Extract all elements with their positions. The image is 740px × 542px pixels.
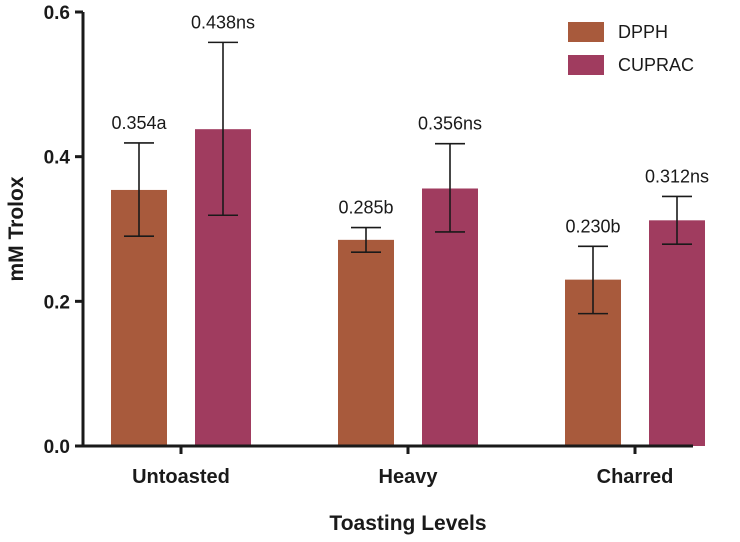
y-tick-label: 0.0 <box>44 437 70 458</box>
y-tick-label: 0.2 <box>44 292 70 313</box>
bar-dpph <box>338 239 394 446</box>
data-labels-layer: 0.354a 0.438ns 0.285b 0.356ns 0.230b 0.312ns <box>111 12 709 236</box>
error-bars-layer <box>124 41 692 315</box>
x-category-label: Charred <box>597 466 674 488</box>
y-tick-label: 0.4 <box>44 148 71 169</box>
data-label: 0.438ns <box>191 12 255 32</box>
y-ticks-layer: 0.0 0.2 0.4 0.6 <box>44 3 83 458</box>
data-label: 0.356ns <box>418 114 482 134</box>
data-label: 0.285b <box>338 198 393 218</box>
y-axis-title: mM Trolox <box>5 176 28 281</box>
data-label: 0.230b <box>565 216 620 236</box>
legend-swatch-cuprac <box>568 55 604 75</box>
legend-label-dpph: DPPH <box>618 22 668 42</box>
x-categories-layer: Untoasted Heavy Charred <box>132 446 673 488</box>
y-tick-label: 0.6 <box>44 3 70 24</box>
bar-cuprac <box>649 220 705 446</box>
bars-layer <box>111 129 705 446</box>
x-axis-title: Toasting Levels <box>329 512 486 535</box>
data-label: 0.312ns <box>645 166 709 186</box>
legend-label-cuprac: CUPRAC <box>618 55 694 75</box>
legend: DPPH CUPRAC <box>568 22 694 75</box>
x-category-label: Untoasted <box>132 466 230 488</box>
axes-layer <box>81 12 693 448</box>
x-category-label: Heavy <box>379 466 439 488</box>
legend-swatch-dpph <box>568 22 604 42</box>
data-label: 0.354a <box>111 113 167 133</box>
